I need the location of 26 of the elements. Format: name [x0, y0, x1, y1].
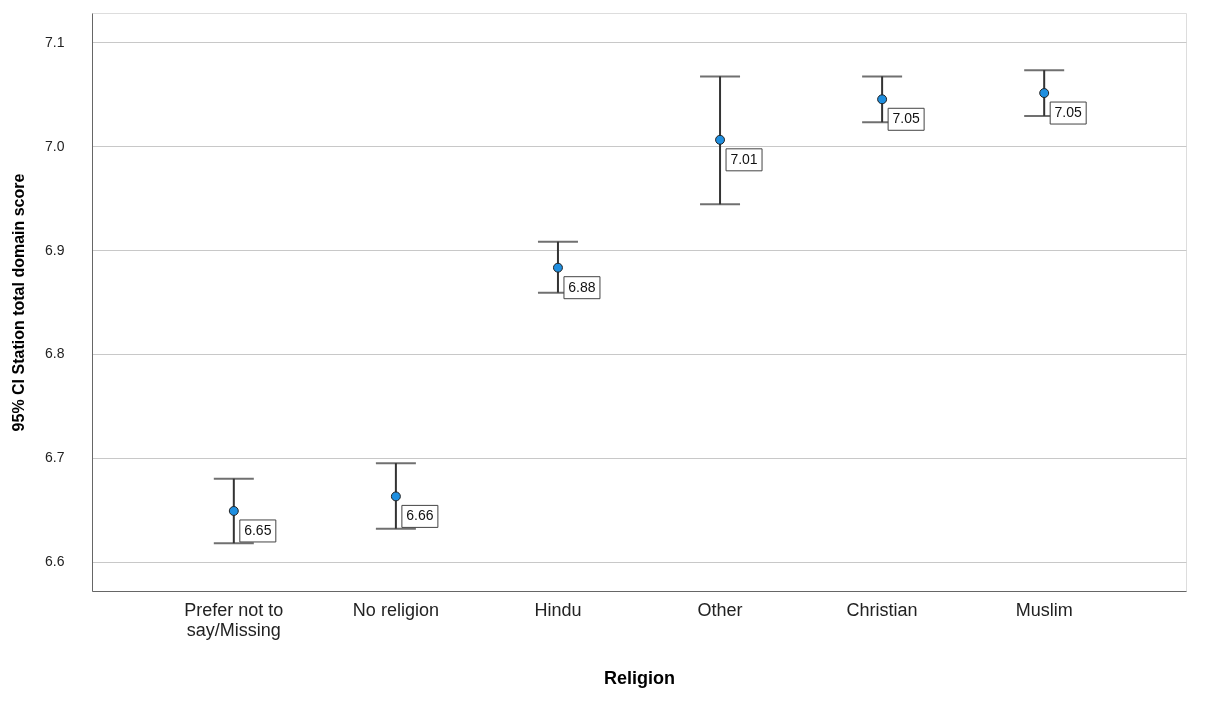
point — [390, 491, 401, 502]
x-tick-label: Hindu — [534, 599, 582, 620]
point — [877, 94, 888, 105]
y-tick-label: 6.8 — [45, 345, 65, 362]
data-label: 6.66 — [406, 507, 434, 524]
point — [715, 134, 726, 145]
y-axis-title: 95% CI Station total domain score — [10, 173, 28, 432]
x-tick-label: Muslim — [1015, 599, 1073, 620]
data-label: 6.88 — [568, 278, 596, 295]
y-tick-label: 6.9 — [45, 241, 65, 258]
data-label: 7.01 — [730, 150, 758, 167]
data-label: 7.05 — [892, 110, 920, 127]
point — [552, 262, 563, 273]
x-tick-label: No religion — [352, 599, 439, 620]
y-tick-label: 7.1 — [45, 33, 65, 50]
x-tick-label: Christian — [846, 599, 918, 620]
data-label: 7.05 — [1054, 104, 1083, 121]
x-axis-title: Religion — [604, 667, 675, 688]
point — [228, 505, 239, 516]
data-label: 6.65 — [244, 521, 272, 538]
point — [1039, 88, 1050, 99]
y-tick-label: 6.6 — [45, 553, 65, 570]
y-tick-label: 6.7 — [45, 449, 65, 466]
y-tick-label: 7.0 — [45, 137, 65, 154]
x-tick-label: Other — [697, 599, 743, 620]
x-tick-label: Prefer not to say/Missing — [184, 599, 284, 640]
